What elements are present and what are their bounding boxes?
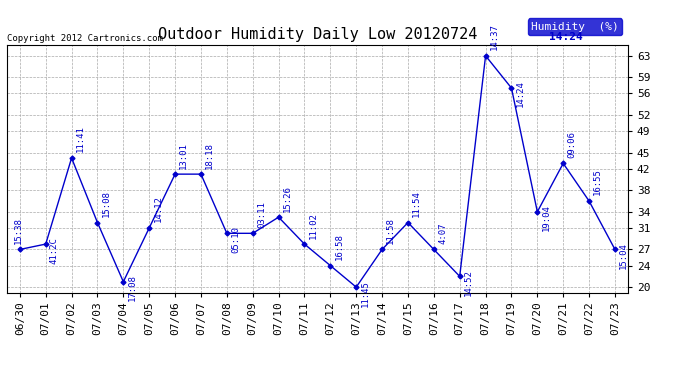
Text: 09:06: 09:06 bbox=[567, 131, 576, 158]
Text: 11:02: 11:02 bbox=[308, 211, 317, 238]
Text: 19:04: 19:04 bbox=[542, 204, 551, 231]
Text: 17:08: 17:08 bbox=[128, 274, 137, 301]
Title: Outdoor Humidity Daily Low 20120724: Outdoor Humidity Daily Low 20120724 bbox=[158, 27, 477, 42]
Text: 05:10: 05:10 bbox=[231, 226, 240, 253]
Legend: Humidity  (%): Humidity (%) bbox=[528, 18, 622, 35]
Text: 14:24: 14:24 bbox=[515, 81, 524, 108]
Text: 14:37: 14:37 bbox=[490, 23, 499, 50]
Text: 15:04: 15:04 bbox=[619, 242, 628, 269]
Text: 11:58: 11:58 bbox=[386, 217, 395, 244]
Text: 11:45: 11:45 bbox=[360, 280, 369, 307]
Text: 15:38: 15:38 bbox=[14, 217, 23, 244]
Text: 11:54: 11:54 bbox=[412, 190, 421, 217]
Text: Copyright 2012 Cartronics.com: Copyright 2012 Cartronics.com bbox=[7, 34, 163, 43]
Text: 15:26: 15:26 bbox=[283, 185, 292, 211]
Text: 14:12: 14:12 bbox=[153, 195, 162, 222]
Text: 03:11: 03:11 bbox=[257, 201, 266, 228]
Text: 41:2C: 41:2C bbox=[50, 237, 59, 264]
Text: 15:08: 15:08 bbox=[101, 190, 110, 217]
Text: 11:41: 11:41 bbox=[76, 126, 85, 152]
Text: 18:18: 18:18 bbox=[205, 142, 214, 169]
Text: 16:58: 16:58 bbox=[335, 233, 344, 260]
Text: 13:01: 13:01 bbox=[179, 142, 188, 169]
Text: 4:07: 4:07 bbox=[438, 222, 447, 244]
Text: 14:52: 14:52 bbox=[464, 269, 473, 296]
Text: 14:24: 14:24 bbox=[549, 32, 582, 42]
Text: 16:55: 16:55 bbox=[593, 169, 602, 195]
